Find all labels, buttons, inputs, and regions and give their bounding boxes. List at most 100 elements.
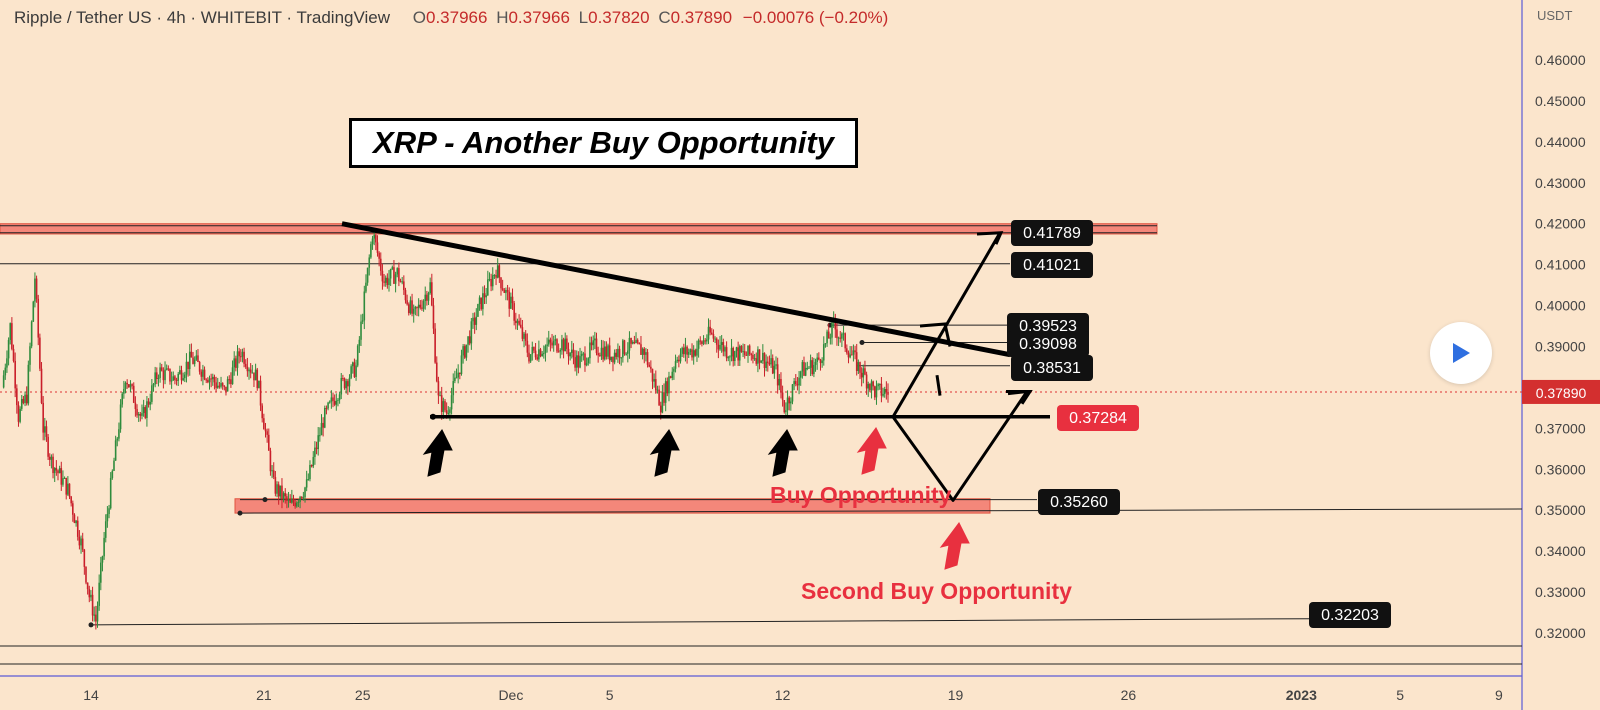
candle-body [678,359,680,362]
price-tag-32203: 0.32203 [1321,607,1379,624]
candle-body [781,392,784,401]
candle-body [745,354,748,356]
candle-body [35,278,38,299]
candle-body [221,383,224,386]
candle-body [501,288,504,290]
candle-body [378,252,380,259]
candle-body [788,397,790,404]
candle-body [202,369,204,377]
candle-body [244,363,247,367]
candle-body [659,405,662,413]
play-button[interactable] [1430,322,1492,384]
candle-body [292,498,295,503]
high-value: 0.37966 [508,8,570,27]
candle-body [381,270,384,282]
candle-body [70,496,72,504]
candle-body [842,333,845,335]
candle-body [546,344,548,347]
candle-body [277,484,280,497]
candle-body [124,382,127,389]
candle-body [101,556,104,563]
candle-body [472,317,474,322]
candle-body [735,347,738,352]
candle-body [193,359,196,364]
candle-body [215,382,217,388]
candle-body [699,340,702,342]
candle-body [538,349,540,360]
candle-body [432,305,435,329]
candle-body [643,348,646,355]
candle-body [590,342,593,346]
candle-body [615,352,618,357]
candle-body [22,398,25,403]
price-tag-41021: 0.41021 [1023,257,1081,274]
candle-body [246,366,249,372]
candle-body [263,418,265,430]
price-tag-32203-bg [1309,602,1391,628]
candle-body [880,383,883,396]
candle-body [852,350,855,355]
candle-body [449,409,451,413]
candle-body [384,277,387,283]
candle-body [730,347,733,357]
candle-body [592,340,595,346]
candle-body [473,317,476,325]
candle-body [6,358,8,368]
candle-body [253,372,255,381]
candle-body [154,372,156,385]
candle-body [729,356,731,358]
candle-body [742,351,744,353]
candle-body [679,353,682,362]
candle-body [663,392,665,403]
candle-body [839,337,842,339]
candle-body [421,307,423,309]
candle-body [342,378,344,380]
candle-body [190,351,193,358]
candle-body [822,344,825,361]
candle-body [325,408,328,410]
candle-body [233,358,236,368]
candle-body [83,549,86,567]
price-tag-39098-bg [1007,331,1089,357]
support-anchor-dot [237,510,243,516]
candle-body [658,389,660,406]
candle-body [780,378,782,393]
candle-body [426,294,428,301]
candle-body [526,340,529,353]
candle-body [192,357,194,364]
candle-body [203,369,206,380]
candle-body [462,346,464,356]
candle-body [673,368,675,372]
candle-body [106,513,109,522]
candle-body [165,368,168,370]
candle-body [498,265,501,278]
price-tag-41789: 0.41789 [1023,225,1081,242]
candle-body [424,294,427,301]
candle-body [414,306,417,309]
x-tick-label: 5 [1396,687,1404,703]
candle-body [404,290,407,301]
candle-body [358,339,361,346]
candle-body [228,379,231,381]
candle-body [442,401,445,412]
candle-body [389,268,392,279]
candle-body [758,349,761,363]
candle-body [584,353,586,366]
candle-body [867,384,870,389]
candle-body [485,295,487,298]
candle-body [169,368,171,382]
candle-body [561,339,563,351]
candle-body [771,358,774,374]
candle-body [307,479,310,481]
candle-body [195,355,198,360]
candle-body [157,377,160,380]
candle-body [724,347,726,352]
candle-body [860,372,863,378]
candle-body [235,358,237,368]
candle-body [630,337,632,344]
candle-body [104,521,107,538]
candle-body [239,356,242,358]
candle-body [737,347,739,361]
candle-body [841,333,843,339]
y-tick-label: 0.34000 [1535,543,1586,559]
